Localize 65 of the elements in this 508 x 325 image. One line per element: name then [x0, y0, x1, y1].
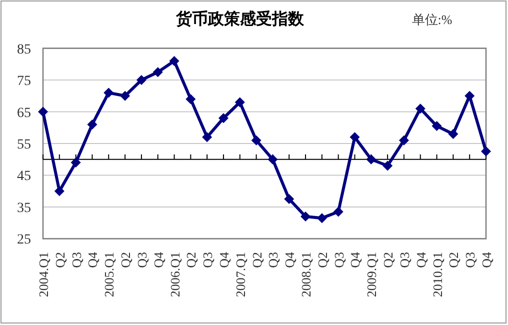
- y-tick-label: 65: [17, 106, 31, 121]
- point: [333, 206, 344, 217]
- x-tick-label: Q4: [348, 252, 363, 268]
- point: [70, 158, 81, 168]
- point: [382, 160, 393, 171]
- point: [464, 90, 475, 101]
- point: [448, 128, 458, 139]
- x-tick-label: Q4: [282, 252, 298, 268]
- x-tick-label: 2010.Q1: [430, 252, 445, 298]
- y-tick-label: 75: [17, 74, 31, 90]
- point: [104, 88, 114, 98]
- point: [398, 135, 409, 146]
- y-tick-label: 35: [17, 200, 31, 216]
- y-tick-label: 85: [17, 42, 31, 58]
- point: [202, 132, 212, 142]
- x-tick-label: 2006.Q1: [167, 252, 182, 298]
- point: [54, 186, 64, 196]
- point: [87, 119, 98, 130]
- chart-title: 货币政策感受指数: [175, 10, 305, 28]
- point: [136, 75, 146, 86]
- point: [268, 154, 278, 164]
- x-tick-label: Q2: [52, 252, 68, 268]
- x-tick-label: Q2: [380, 252, 396, 268]
- x-tick-label: Q4: [479, 252, 494, 268]
- point: [300, 211, 311, 222]
- point: [432, 121, 442, 132]
- x-tick-label: Q3: [396, 252, 412, 268]
- text: 单位:%: [412, 12, 452, 27]
- point: [350, 132, 360, 142]
- point: [366, 154, 376, 164]
- x-tick-label: Q2: [446, 252, 462, 268]
- x-tick-label: Q3: [134, 252, 150, 268]
- x-tick-label: 2009.Q1: [364, 252, 380, 298]
- point: [415, 104, 426, 114]
- x-tick-label: Q4: [85, 252, 100, 268]
- x-tick-label: 2005.Q1: [102, 252, 117, 298]
- x-tick-label: Q3: [331, 252, 346, 268]
- y-tick-label: 25: [17, 232, 31, 248]
- x-tick-label: Q3: [200, 252, 216, 268]
- y-tick-label: 45: [17, 169, 31, 184]
- point: [152, 67, 163, 78]
- point: [169, 56, 180, 66]
- x-tick-label: Q3: [462, 252, 478, 268]
- point: [251, 135, 262, 146]
- x-tick-label: 2007.Q1: [232, 252, 248, 298]
- point: [234, 97, 245, 108]
- x-tick-label: Q3: [68, 252, 84, 268]
- y-tick-label: 55: [17, 138, 31, 152]
- point: [218, 113, 228, 124]
- x-tick-label: Q2: [249, 252, 264, 268]
- point: [38, 106, 48, 117]
- point: [316, 213, 327, 224]
- x-tick-label: Q3: [266, 252, 281, 268]
- x-tick-label: 2008.Q1: [298, 252, 314, 298]
- x-tick-label: Q2: [184, 252, 199, 268]
- x-tick-label: Q4: [413, 252, 428, 268]
- x-tick-label: Q4: [150, 252, 166, 268]
- x-tick-label: Q4: [216, 252, 232, 268]
- x-tick-label: Q2: [118, 252, 134, 268]
- point: [284, 194, 294, 204]
- x-tick-label: Q2: [314, 252, 330, 268]
- x-tick-label: 2004.Q1: [36, 252, 51, 298]
- point: [120, 90, 130, 101]
- point: [481, 146, 491, 156]
- point: [186, 94, 196, 104]
